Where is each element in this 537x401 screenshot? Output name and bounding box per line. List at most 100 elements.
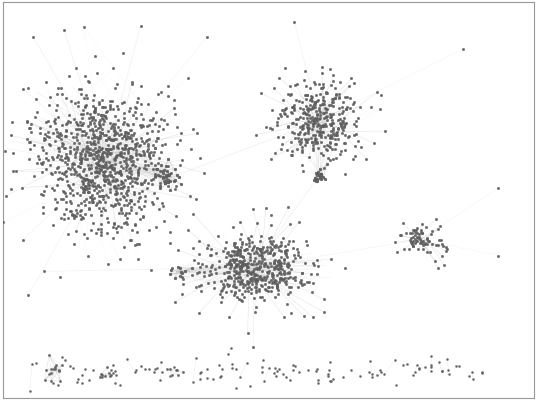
Point — [100, 150, 108, 156]
Point — [351, 124, 360, 130]
Point — [231, 284, 240, 290]
Point — [96, 129, 104, 136]
Point — [260, 378, 268, 384]
Point — [127, 80, 136, 87]
Point — [263, 269, 271, 276]
Point — [295, 125, 304, 131]
Point — [300, 77, 309, 83]
Point — [67, 187, 76, 194]
Point — [103, 230, 111, 237]
Point — [63, 119, 72, 125]
Point — [126, 128, 135, 134]
Point — [75, 164, 84, 171]
Point — [123, 203, 132, 209]
Point — [72, 150, 81, 156]
Point — [237, 298, 246, 304]
Point — [41, 155, 50, 162]
Point — [179, 281, 187, 288]
Point — [327, 83, 336, 89]
Point — [266, 288, 275, 294]
Point — [33, 109, 41, 116]
Point — [102, 159, 111, 166]
Point — [421, 240, 430, 246]
Point — [212, 270, 220, 277]
Point — [235, 287, 243, 294]
Point — [255, 266, 263, 273]
Point — [127, 135, 135, 142]
Point — [412, 225, 421, 232]
Point — [120, 220, 129, 227]
Point — [217, 278, 226, 284]
Point — [62, 129, 70, 135]
Point — [111, 113, 120, 119]
Point — [205, 271, 214, 278]
Point — [92, 150, 100, 156]
Point — [130, 190, 139, 196]
Point — [297, 149, 306, 156]
Point — [126, 175, 134, 181]
Point — [74, 126, 83, 132]
Point — [90, 108, 98, 114]
Point — [255, 253, 264, 259]
Point — [155, 207, 163, 213]
Point — [275, 275, 284, 282]
Point — [151, 138, 160, 145]
Point — [86, 115, 95, 121]
Point — [121, 160, 130, 166]
Point — [53, 114, 62, 121]
Point — [85, 119, 94, 126]
Point — [236, 247, 245, 253]
Point — [60, 216, 68, 223]
Point — [280, 257, 288, 263]
Point — [177, 131, 185, 137]
Point — [267, 126, 276, 133]
Point — [76, 213, 84, 219]
Point — [151, 163, 159, 169]
Point — [127, 156, 135, 162]
Point — [156, 180, 164, 187]
Point — [130, 242, 139, 248]
Point — [107, 136, 115, 142]
Point — [99, 163, 107, 170]
Point — [267, 271, 276, 277]
Point — [61, 190, 69, 196]
Point — [271, 277, 279, 284]
Point — [273, 283, 282, 289]
Point — [49, 130, 57, 137]
Point — [337, 118, 346, 125]
Point — [319, 309, 328, 315]
Point — [282, 253, 291, 259]
Point — [258, 364, 266, 371]
Point — [100, 177, 108, 183]
Point — [104, 149, 112, 155]
Point — [98, 187, 106, 194]
Point — [244, 269, 253, 276]
Point — [50, 366, 59, 373]
Point — [169, 97, 178, 104]
Point — [274, 134, 282, 141]
Point — [329, 156, 337, 162]
Point — [85, 207, 94, 213]
Point — [221, 263, 230, 270]
Point — [252, 277, 261, 283]
Point — [127, 205, 135, 211]
Point — [279, 235, 288, 242]
Point — [328, 147, 337, 153]
Point — [134, 172, 143, 178]
Point — [259, 249, 268, 255]
Point — [83, 78, 92, 85]
Point — [25, 140, 33, 146]
Point — [222, 250, 231, 256]
Point — [121, 143, 129, 149]
Point — [111, 155, 120, 161]
Point — [229, 252, 238, 259]
Point — [104, 135, 112, 142]
Point — [162, 174, 170, 180]
Point — [284, 269, 293, 275]
Point — [78, 215, 87, 221]
Point — [140, 203, 148, 210]
Point — [51, 197, 60, 203]
Point — [122, 133, 131, 140]
Point — [115, 256, 124, 262]
Point — [229, 257, 237, 263]
